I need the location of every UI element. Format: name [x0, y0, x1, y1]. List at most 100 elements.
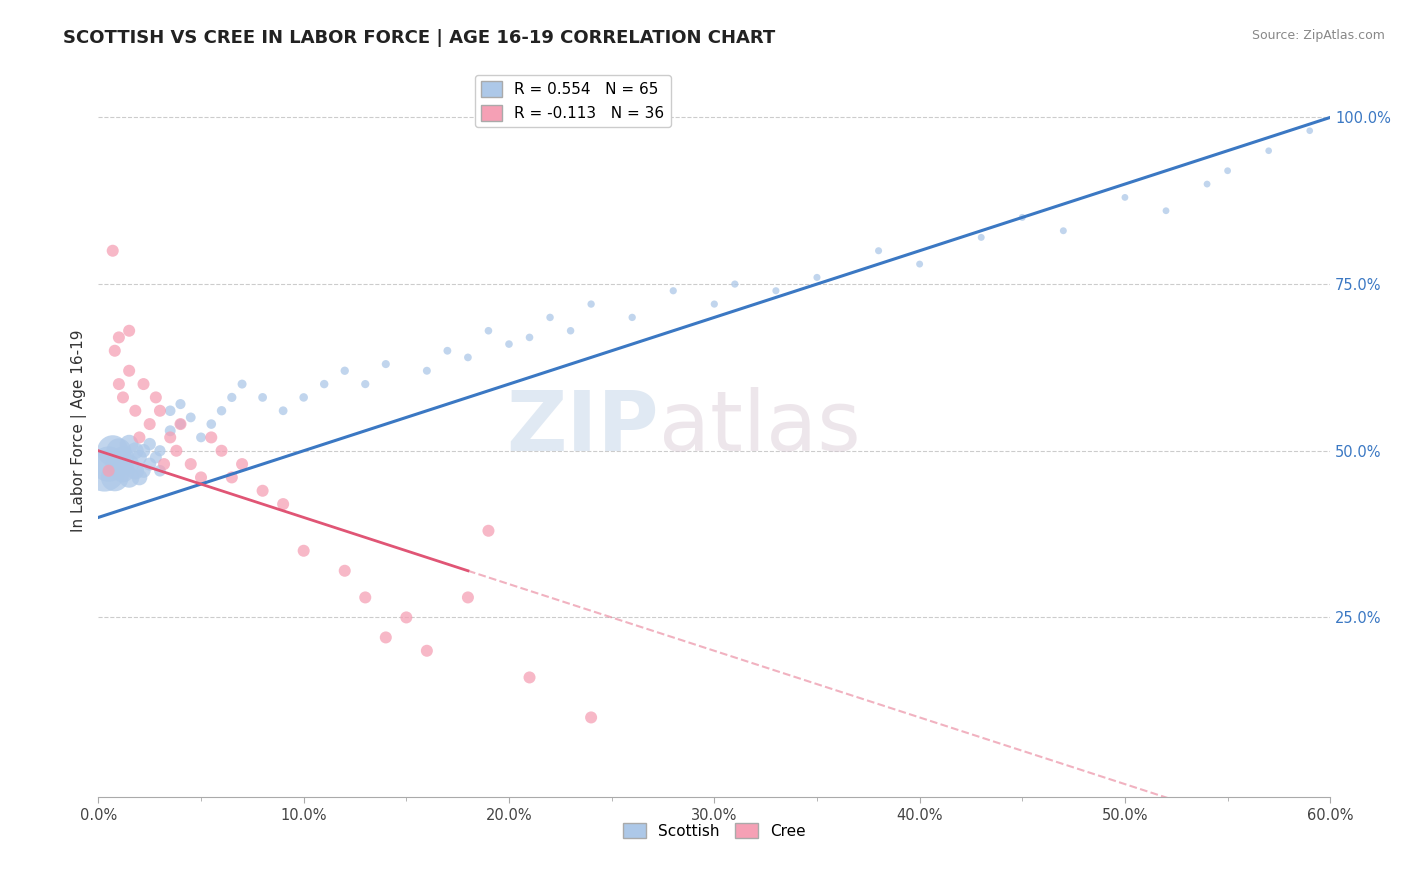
- Point: [271, 403, 294, 417]
- Point: [560, 324, 582, 338]
- Text: Source: ZipAtlas.com: Source: ZipAtlas.com: [1251, 29, 1385, 42]
- Point: [159, 424, 181, 438]
- Point: [145, 450, 167, 465]
- Point: [180, 410, 202, 425]
- Point: [200, 417, 222, 431]
- Text: atlas: atlas: [659, 386, 860, 467]
- Point: [128, 430, 150, 444]
- Point: [111, 391, 134, 405]
- Point: [374, 357, 396, 371]
- Point: [703, 297, 725, 311]
- Point: [868, 244, 890, 258]
- Point: [190, 430, 212, 444]
- Point: [159, 403, 181, 417]
- Point: [374, 631, 396, 645]
- Point: [124, 443, 146, 458]
- Point: [908, 257, 931, 271]
- Point: [538, 310, 561, 325]
- Point: [145, 391, 167, 405]
- Point: [457, 591, 479, 605]
- Point: [124, 464, 146, 478]
- Point: [970, 230, 993, 244]
- Point: [132, 377, 155, 392]
- Point: [354, 591, 377, 605]
- Point: [128, 470, 150, 484]
- Point: [169, 417, 191, 431]
- Point: [108, 377, 131, 392]
- Point: [292, 391, 315, 405]
- Point: [169, 397, 191, 411]
- Point: [138, 437, 160, 451]
- Point: [519, 330, 541, 344]
- Point: [138, 417, 160, 431]
- Point: [477, 324, 499, 338]
- Point: [101, 443, 124, 458]
- Point: [124, 403, 146, 417]
- Point: [165, 443, 187, 458]
- Point: [111, 450, 134, 465]
- Point: [1154, 203, 1177, 218]
- Point: [231, 377, 253, 392]
- Point: [104, 343, 127, 358]
- Point: [271, 497, 294, 511]
- Point: [180, 457, 202, 471]
- Point: [93, 464, 115, 478]
- Point: [149, 464, 172, 478]
- Point: [108, 330, 131, 344]
- Legend: Scottish, Cree: Scottish, Cree: [617, 816, 811, 845]
- Text: ZIP: ZIP: [506, 386, 659, 467]
- Point: [1257, 144, 1279, 158]
- Point: [1197, 177, 1219, 191]
- Point: [457, 351, 479, 365]
- Point: [416, 644, 439, 658]
- Point: [231, 457, 253, 471]
- Point: [118, 437, 141, 451]
- Point: [292, 543, 315, 558]
- Point: [101, 244, 124, 258]
- Point: [221, 391, 243, 405]
- Point: [354, 377, 377, 392]
- Point: [1011, 211, 1033, 225]
- Point: [108, 457, 131, 471]
- Point: [118, 457, 141, 471]
- Point: [724, 277, 747, 291]
- Point: [662, 284, 685, 298]
- Point: [765, 284, 787, 298]
- Point: [498, 337, 520, 351]
- Point: [579, 710, 602, 724]
- Point: [104, 470, 127, 484]
- Point: [1114, 190, 1136, 204]
- Point: [128, 450, 150, 465]
- Point: [416, 364, 439, 378]
- Point: [221, 470, 243, 484]
- Point: [211, 403, 233, 417]
- Point: [97, 457, 120, 471]
- Point: [1052, 224, 1074, 238]
- Point: [252, 391, 274, 405]
- Point: [200, 430, 222, 444]
- Point: [806, 270, 828, 285]
- Point: [436, 343, 458, 358]
- Point: [190, 470, 212, 484]
- Point: [477, 524, 499, 538]
- Point: [395, 610, 418, 624]
- Point: [579, 297, 602, 311]
- Point: [333, 364, 356, 378]
- Point: [169, 417, 191, 431]
- Point: [108, 443, 131, 458]
- Point: [118, 364, 141, 378]
- Y-axis label: In Labor Force | Age 16-19: In Labor Force | Age 16-19: [72, 329, 87, 532]
- Point: [138, 457, 160, 471]
- Point: [132, 464, 155, 478]
- Point: [1299, 124, 1322, 138]
- Point: [211, 443, 233, 458]
- Point: [149, 403, 172, 417]
- Point: [159, 430, 181, 444]
- Point: [252, 483, 274, 498]
- Point: [333, 564, 356, 578]
- Point: [621, 310, 644, 325]
- Text: SCOTTISH VS CREE IN LABOR FORCE | AGE 16-19 CORRELATION CHART: SCOTTISH VS CREE IN LABOR FORCE | AGE 16…: [63, 29, 776, 46]
- Point: [153, 457, 176, 471]
- Point: [132, 443, 155, 458]
- Point: [118, 470, 141, 484]
